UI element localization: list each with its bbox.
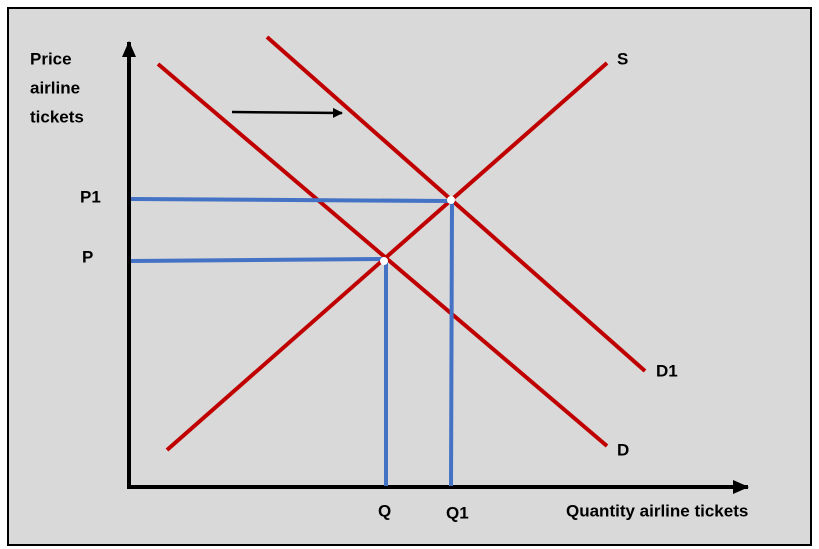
y-axis-label: airline [30, 78, 80, 97]
curve-label: D1 [656, 361, 678, 380]
quantity-label: Q1 [446, 503, 469, 522]
supply-curve [165, 61, 609, 452]
new-demand-curve [265, 35, 647, 373]
x-axis-label: Quantity airline tickets [566, 501, 748, 520]
price-label: P [82, 247, 93, 266]
equilibrium-point [380, 257, 388, 265]
curve-label: D [617, 440, 629, 459]
y-axis-label: Price [30, 49, 72, 68]
price-guide [130, 197, 452, 203]
quantity-guide [449, 200, 454, 487]
equilibrium-point [447, 196, 455, 204]
price-guide [130, 257, 385, 263]
price-label: P1 [80, 187, 101, 206]
demand-curve [156, 62, 609, 448]
quantity-label: Q [378, 501, 391, 520]
shift-arrow [231, 107, 343, 118]
y-axis-label: tickets [30, 107, 84, 126]
curve-label: S [617, 49, 628, 68]
